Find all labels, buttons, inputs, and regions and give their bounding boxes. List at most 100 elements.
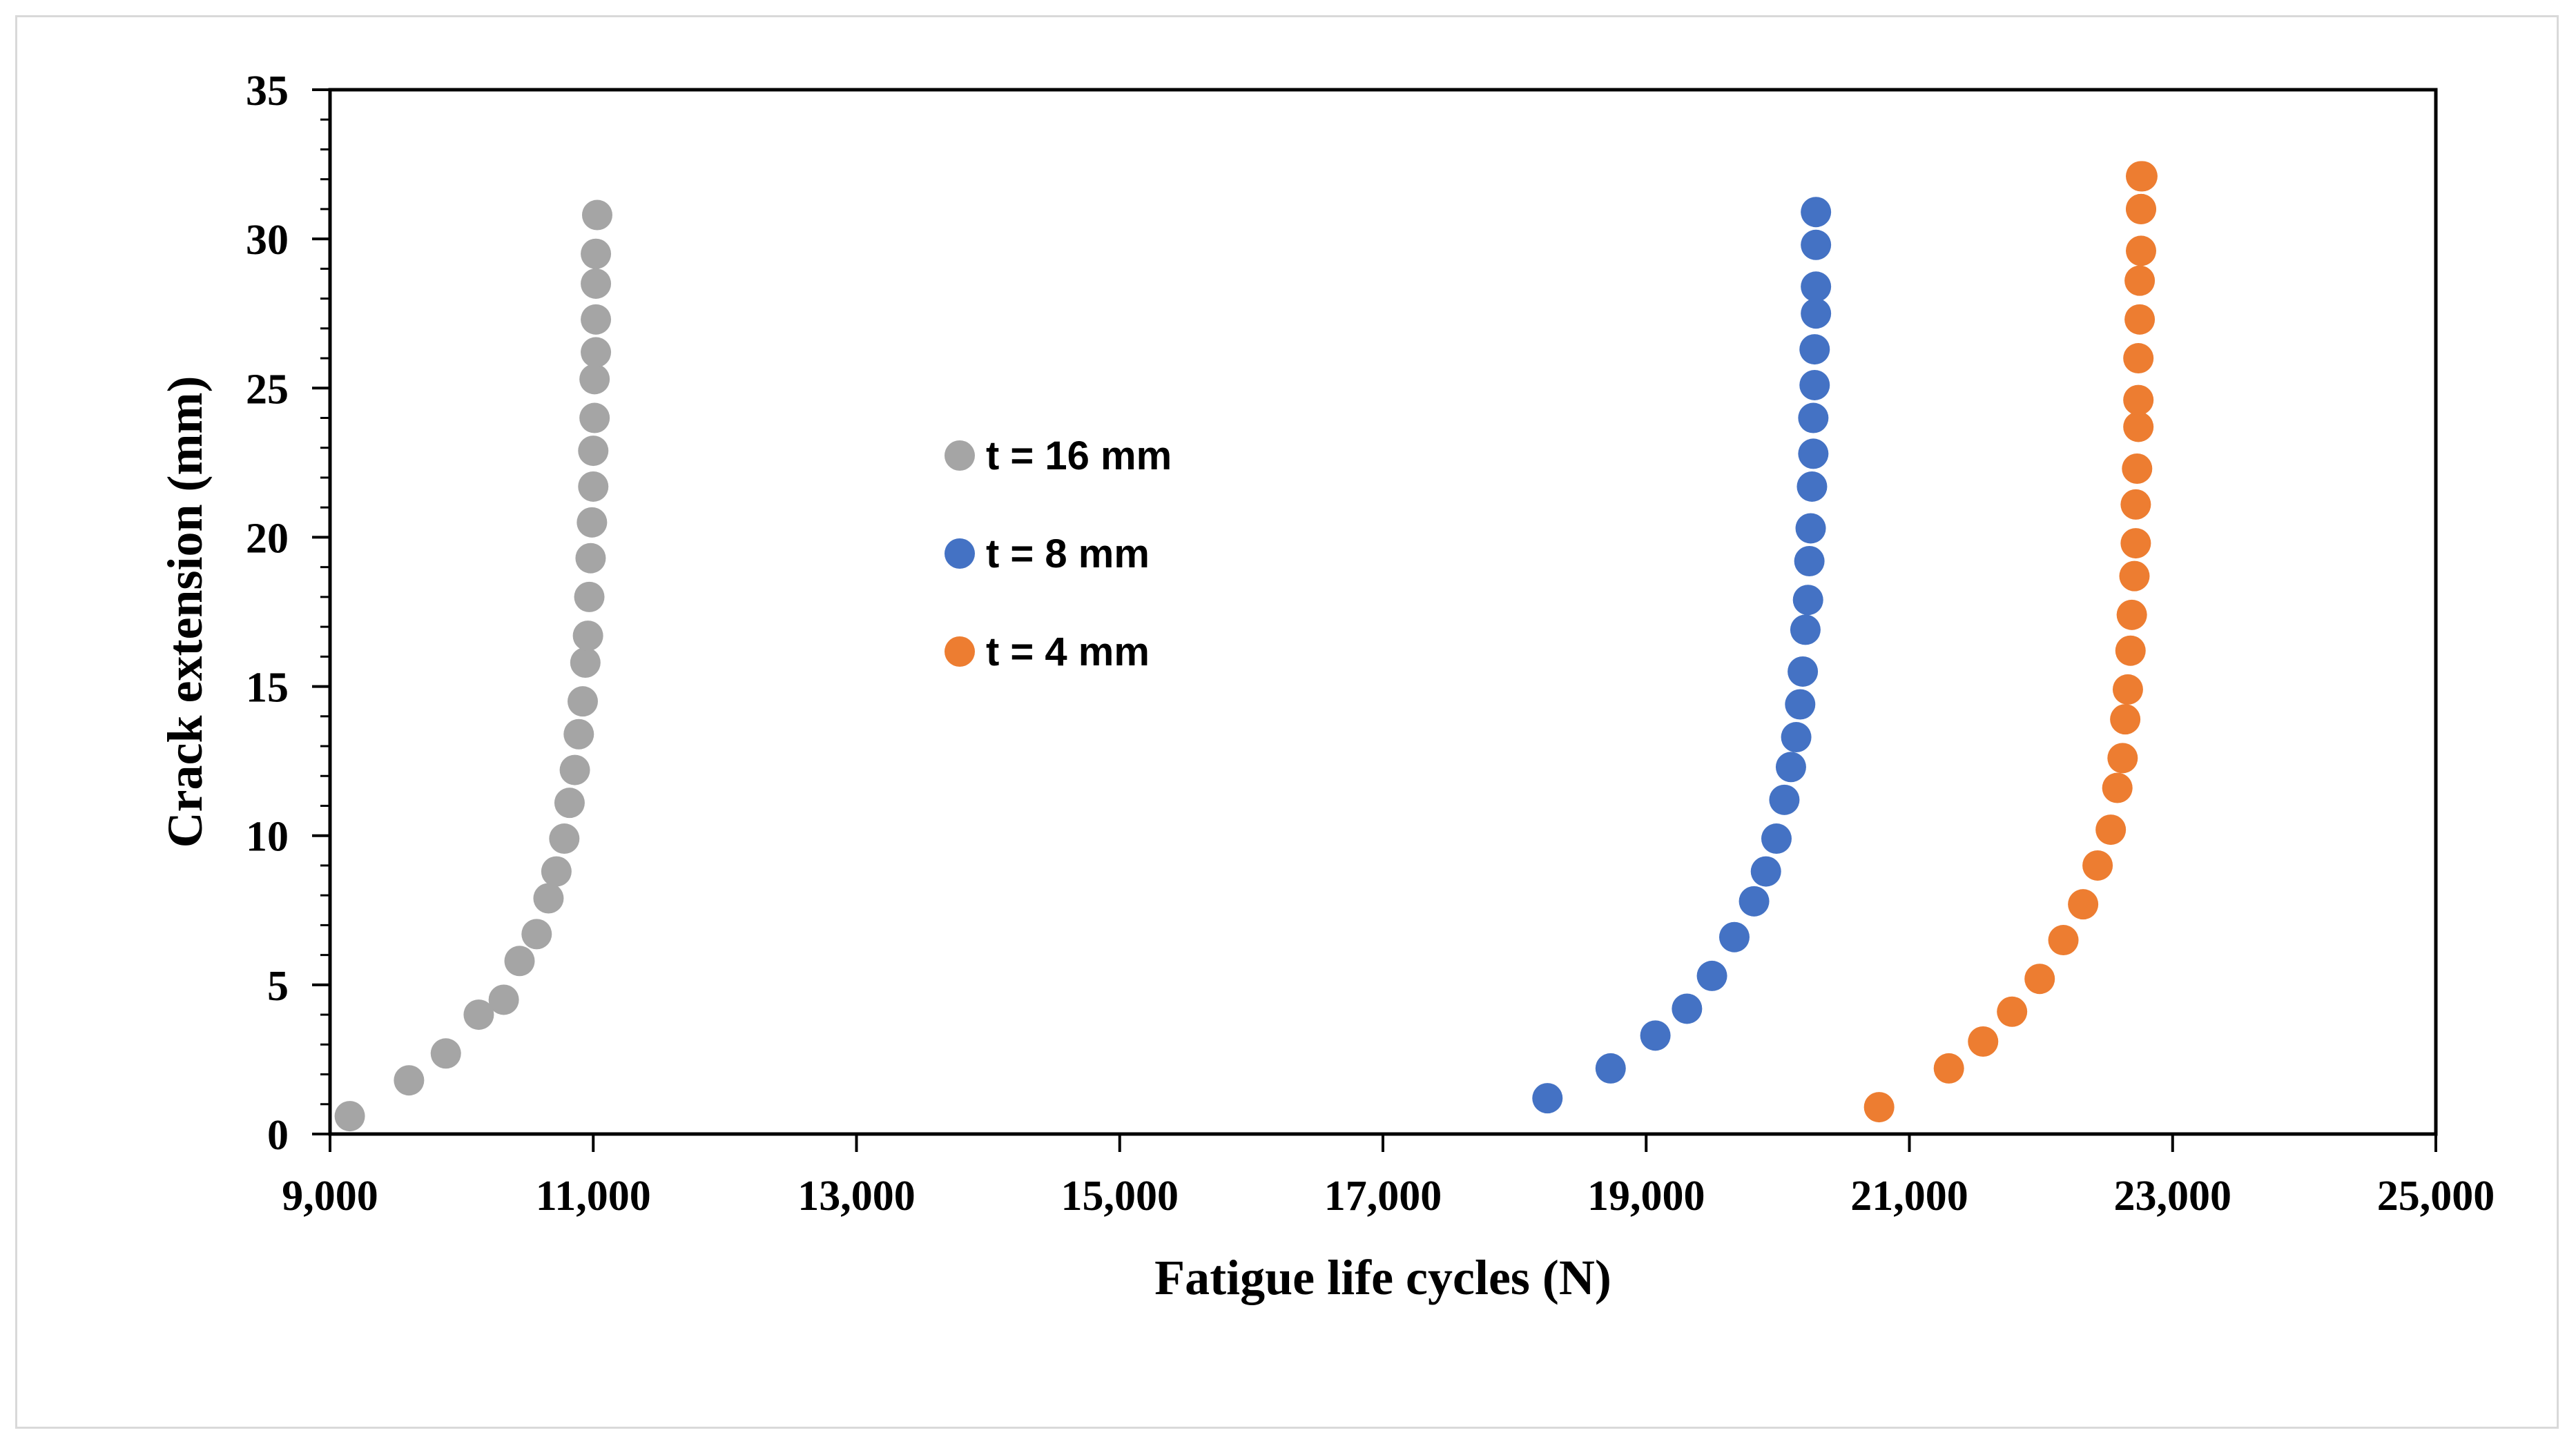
x-tick-label: 13,000 [797, 1173, 916, 1220]
data-point [1790, 614, 1821, 645]
data-point [2119, 560, 2150, 592]
data-point [1801, 229, 1832, 260]
x-tick-label: 19,000 [1587, 1173, 1705, 1220]
data-point [581, 199, 612, 231]
x-tick-label: 11,000 [536, 1173, 651, 1220]
y-axis-title: Crack extension (mm) [157, 376, 213, 848]
legend-marker [945, 440, 975, 471]
plot-area [328, 88, 2438, 1136]
data-point [1718, 921, 1750, 952]
legend-marker [945, 538, 975, 569]
data-point [2116, 599, 2147, 630]
data-point [579, 402, 610, 433]
data-point [1798, 402, 1829, 433]
data-point [568, 686, 598, 717]
data-point [1997, 996, 2028, 1027]
data-point [563, 719, 594, 750]
data-point [1595, 1053, 1626, 1084]
data-point [2068, 889, 2099, 920]
data-point [2112, 674, 2143, 705]
data-point [1696, 960, 1727, 991]
x-tick-label: 25,000 [2377, 1173, 2495, 1220]
data-point [533, 883, 564, 914]
data-point [2110, 704, 2141, 735]
data-point [2123, 411, 2154, 442]
data-point [578, 471, 609, 502]
data-point [1795, 513, 1826, 544]
x-axis-title: Fatigue life cycles (N) [1154, 1250, 1611, 1305]
data-point [2126, 235, 2156, 266]
data-point [2127, 161, 2158, 192]
y-tick-label: 5 [267, 963, 289, 1010]
x-tick-label: 17,000 [1324, 1173, 1442, 1220]
data-points [334, 161, 2158, 1132]
data-point [578, 436, 609, 467]
data-point [488, 984, 519, 1015]
legend-label: t = 8 mm [986, 531, 1150, 576]
data-point [394, 1065, 425, 1096]
data-point [549, 823, 580, 854]
data-point [1801, 197, 1832, 228]
data-point [463, 999, 494, 1030]
data-point [1775, 752, 1806, 783]
data-point [1761, 823, 1792, 854]
data-point [1801, 271, 1832, 302]
data-point [334, 1101, 365, 1132]
data-point [1640, 1020, 1671, 1051]
data-point [1863, 1092, 1895, 1123]
data-point [2124, 265, 2156, 296]
y-tick-label: 35 [246, 68, 289, 115]
legend: t = 16 mm t = 8 mm t = 4 mm [945, 433, 1172, 674]
data-point [504, 946, 535, 977]
data-point [430, 1038, 461, 1069]
data-point [2115, 635, 2146, 666]
data-point [1750, 856, 1781, 887]
data-point [581, 304, 612, 335]
data-point [581, 238, 612, 269]
legend-label: t = 16 mm [986, 433, 1172, 478]
data-point [1797, 471, 1828, 502]
data-point [2122, 453, 2153, 485]
legend-label: t = 4 mm [986, 629, 1150, 674]
data-point [1739, 886, 1770, 917]
data-point [579, 364, 610, 395]
data-point [1799, 369, 1830, 400]
y-axis-tick-labels: 0 5 10 15 20 25 30 35 [246, 68, 289, 1159]
data-point [1788, 656, 1819, 687]
data-point [1801, 298, 1832, 329]
x-tick-label: 21,000 [1850, 1173, 1968, 1220]
x-tick-label: 23,000 [2114, 1173, 2232, 1220]
data-point [2120, 528, 2151, 559]
data-point [1794, 546, 1825, 577]
data-point [521, 919, 552, 950]
y-tick-label: 20 [246, 515, 289, 562]
data-point [1933, 1053, 1964, 1084]
data-point [1792, 585, 1823, 616]
data-point [577, 507, 608, 538]
data-point [1769, 784, 1800, 815]
data-point [574, 581, 605, 612]
data-point [581, 337, 612, 368]
x-axis-tick-labels: 9,000 11,000 13,000 15,000 17,000 19,000 21,00… [282, 1173, 2495, 1220]
data-point [1785, 689, 1816, 720]
data-point [570, 647, 601, 678]
y-tick-label: 10 [246, 814, 289, 861]
data-point [2126, 193, 2156, 224]
y-axis-minor-ticks [320, 118, 330, 1106]
data-point [1799, 334, 1830, 365]
data-point [559, 754, 590, 785]
y-tick-label: 30 [246, 217, 289, 264]
data-point [2120, 489, 2151, 520]
data-point [1672, 993, 1703, 1024]
data-point [2123, 384, 2154, 416]
legend-marker [945, 636, 975, 667]
data-point [1532, 1083, 1563, 1114]
data-point [581, 268, 612, 299]
axis-major-ticks [312, 88, 2437, 1152]
data-point [2024, 964, 2055, 995]
data-point [1781, 722, 1812, 753]
data-point [575, 543, 606, 574]
data-point [2124, 304, 2156, 335]
data-point [2107, 743, 2138, 774]
